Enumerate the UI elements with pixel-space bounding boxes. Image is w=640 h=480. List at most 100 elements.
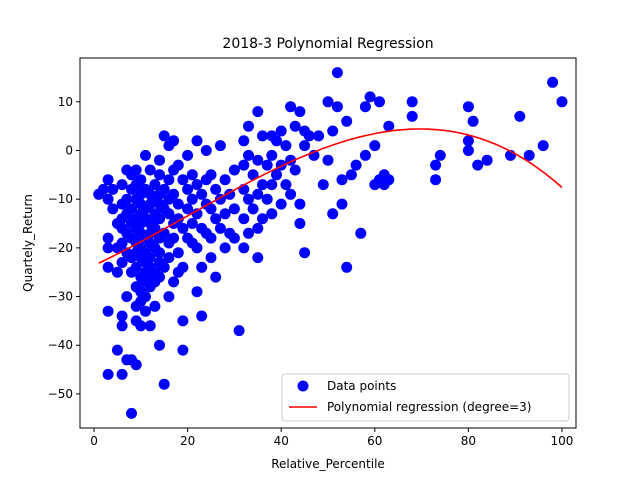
- data-point: [547, 76, 559, 88]
- data-point: [102, 305, 114, 317]
- data-point: [383, 120, 395, 132]
- data-point: [140, 149, 151, 161]
- legend-label-data-points: Data points: [327, 379, 396, 393]
- data-point: [163, 291, 175, 303]
- data-point: [102, 193, 114, 205]
- data-point: [177, 222, 189, 234]
- data-point: [116, 179, 128, 191]
- data-point: [116, 310, 128, 322]
- data-point: [322, 96, 334, 108]
- data-point: [149, 179, 161, 191]
- data-point: [556, 96, 568, 108]
- data-point: [182, 183, 194, 195]
- data-point: [374, 96, 385, 108]
- data-point: [275, 125, 287, 137]
- data-point: [257, 179, 268, 191]
- data-point: [205, 252, 217, 264]
- data-point: [116, 368, 128, 380]
- data-point: [116, 257, 128, 268]
- data-point: [289, 164, 301, 176]
- data-point: [214, 222, 226, 234]
- data-point: [154, 154, 165, 166]
- data-point: [228, 164, 240, 176]
- chart-title: 2018-3 Polynomial Regression: [222, 36, 433, 52]
- data-point: [462, 101, 474, 113]
- legend: Data points Polynomial regression (degre…: [281, 373, 570, 422]
- data-point: [294, 198, 306, 210]
- x-axis-label: Relative_Percentile: [271, 457, 385, 471]
- data-point: [327, 125, 339, 137]
- data-point: [481, 154, 493, 166]
- plot-frame: [79, 57, 577, 429]
- y-axis-label: Quartely_Return: [21, 194, 35, 292]
- data-point: [102, 368, 114, 380]
- x-tick-label: 60: [367, 434, 382, 448]
- data-point: [154, 169, 165, 181]
- data-point: [313, 130, 325, 142]
- data-point: [228, 203, 240, 215]
- data-point: [126, 203, 137, 215]
- data-point: [275, 198, 287, 210]
- data-point: [205, 203, 217, 215]
- data-point: [191, 242, 203, 254]
- data-point: [172, 213, 184, 225]
- data-point: [126, 407, 137, 419]
- data-point: [266, 179, 278, 191]
- data-point: [406, 110, 418, 122]
- data-point: [210, 183, 222, 195]
- data-point: [182, 203, 194, 215]
- data-point: [271, 169, 282, 181]
- data-point: [210, 271, 222, 283]
- data-point: [186, 169, 198, 181]
- x-tick-label: 40: [274, 434, 289, 448]
- data-point: [158, 183, 170, 195]
- data-point: [107, 203, 119, 215]
- data-point: [261, 159, 273, 171]
- data-point: [168, 135, 180, 147]
- data-point: [514, 110, 526, 122]
- data-point: [191, 135, 203, 147]
- data-point: [523, 149, 535, 161]
- data-point: [102, 174, 114, 186]
- data-point: [285, 188, 297, 200]
- legend-marker-data-points: [297, 380, 309, 392]
- data-point: [214, 140, 226, 152]
- data-point: [149, 300, 161, 312]
- data-point: [191, 179, 203, 191]
- data-point: [172, 247, 184, 259]
- data-point: [168, 276, 180, 288]
- y-tick-label: −40: [48, 338, 73, 352]
- data-point: [341, 115, 353, 127]
- data-point: [168, 232, 180, 244]
- data-point: [336, 198, 348, 210]
- legend-box: [281, 373, 570, 422]
- data-point: [345, 169, 357, 181]
- data-point: [205, 232, 217, 244]
- data-point: [266, 149, 278, 161]
- data-point: [359, 149, 371, 161]
- data-point: [350, 159, 362, 171]
- data-point: [406, 96, 418, 108]
- data-point: [154, 271, 165, 283]
- data-point: [430, 174, 442, 186]
- data-point: [238, 135, 250, 147]
- y-tick-label: −50: [48, 387, 73, 401]
- data-point: [144, 164, 156, 176]
- data-point: [102, 242, 114, 254]
- data-point: [238, 159, 250, 171]
- data-point: [196, 310, 208, 322]
- data-point: [205, 169, 217, 181]
- data-point: [163, 252, 175, 264]
- data-point: [359, 101, 371, 113]
- data-point: [177, 174, 189, 186]
- data-point: [294, 106, 306, 118]
- data-point: [149, 222, 161, 234]
- data-point: [257, 213, 268, 225]
- data-point: [116, 237, 128, 249]
- data-point: [252, 188, 264, 200]
- data-point: [472, 159, 484, 171]
- data-point: [196, 261, 208, 273]
- data-point: [158, 130, 170, 142]
- data-point: [158, 261, 170, 273]
- x-tick-label: 100: [551, 434, 574, 448]
